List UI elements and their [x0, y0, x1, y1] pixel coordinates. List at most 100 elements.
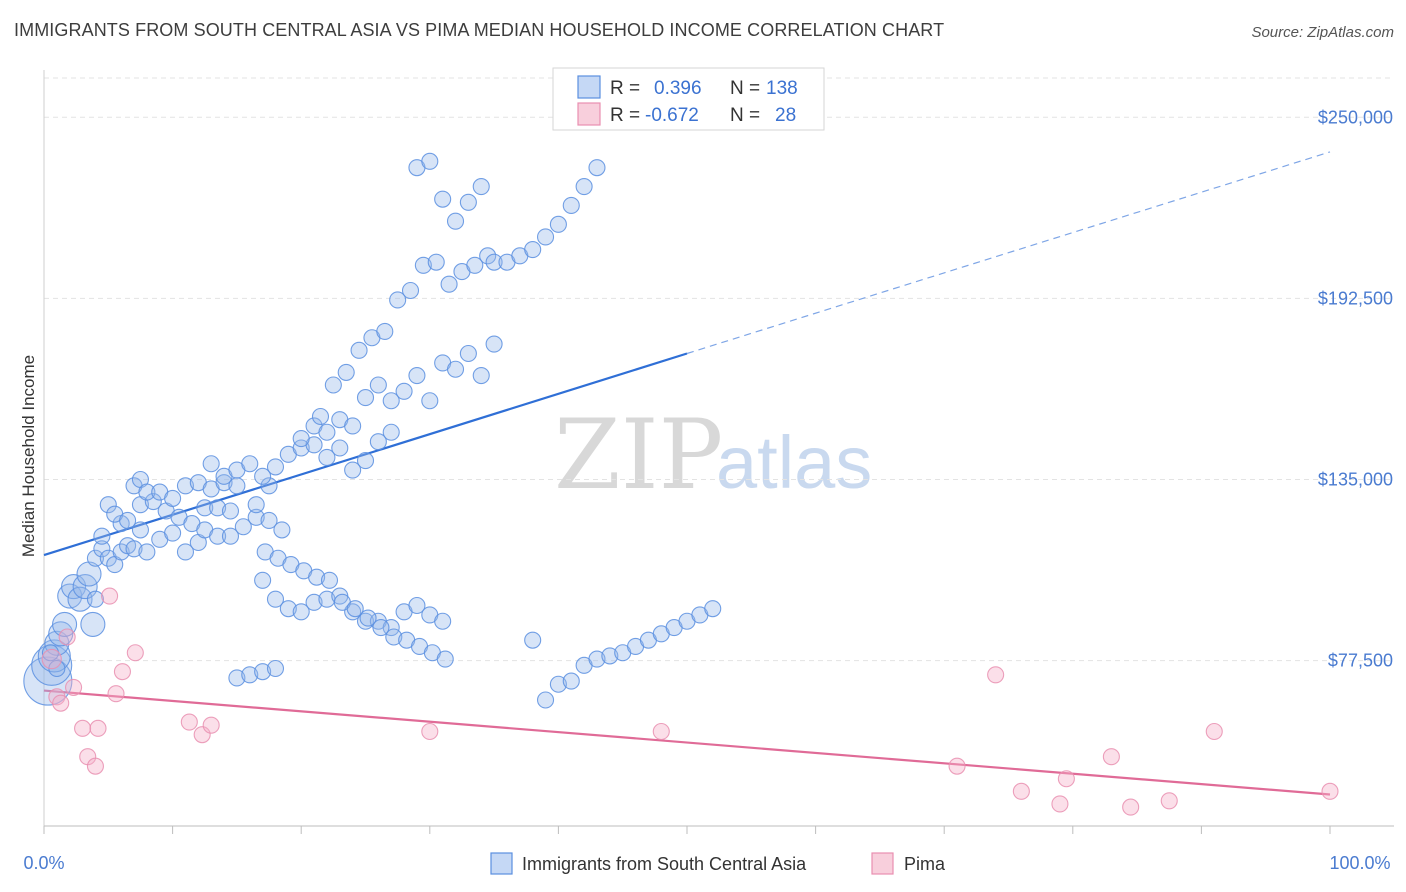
series-label-pima: Pima	[904, 854, 946, 874]
point-immigrants	[356, 389, 375, 407]
trend-lines	[43, 151, 1331, 796]
point-pima	[193, 726, 211, 744]
point-pima	[948, 757, 966, 775]
x-tick-marks	[43, 826, 1331, 834]
point-immigrants	[466, 256, 484, 274]
point-immigrants	[446, 212, 465, 230]
point-immigrants	[382, 392, 400, 410]
point-immigrants	[292, 439, 310, 457]
point-immigrants	[427, 253, 445, 271]
y-tick-label: $250,000	[1318, 107, 1393, 127]
point-immigrants	[260, 477, 278, 495]
point-immigrants	[337, 363, 355, 381]
point-immigrants	[305, 593, 323, 611]
y-tick-label: $192,500	[1318, 288, 1393, 308]
point-pima	[421, 722, 439, 741]
point-immigrants	[472, 178, 490, 196]
point-immigrants	[408, 596, 426, 615]
point-immigrants	[318, 448, 336, 467]
x-tick-label-end: 100.0%	[1329, 853, 1390, 873]
point-immigrants	[704, 600, 722, 618]
point-pima	[1321, 782, 1339, 800]
point-immigrants	[241, 666, 259, 684]
point-immigrants	[80, 611, 106, 637]
point-immigrants	[331, 439, 349, 457]
point-immigrants	[260, 511, 278, 530]
data-points	[23, 152, 1339, 816]
point-immigrants	[356, 452, 375, 470]
point-immigrants	[395, 382, 413, 400]
point-immigrants	[588, 159, 606, 177]
point-pima	[202, 716, 220, 734]
correlation-legend: R = 0.396 N = 138 R = -0.672 N = 28	[552, 67, 825, 131]
chart-title: IMMIGRANTS FROM SOUTH CENTRAL ASIA VS PI…	[14, 20, 945, 40]
point-immigrants	[311, 407, 330, 426]
legend-n-label-1: N =	[730, 78, 760, 99]
x-tick-label-start: 0.0%	[23, 853, 64, 873]
point-pima	[1122, 798, 1140, 816]
point-immigrants	[234, 518, 252, 536]
point-immigrants	[344, 417, 362, 435]
series-swatch-immigrants	[490, 852, 513, 875]
point-immigrants	[562, 196, 580, 214]
legend-n-value-2: 28	[775, 105, 796, 126]
point-immigrants	[485, 253, 503, 271]
legend-n-value-1: 138	[766, 78, 798, 99]
legend-swatch-pink	[577, 102, 601, 126]
series-swatch-pima	[871, 852, 894, 875]
point-immigrants	[549, 215, 567, 233]
point-immigrants	[254, 467, 272, 485]
point-immigrants	[401, 281, 420, 300]
legend-swatch-blue	[577, 75, 601, 99]
point-immigrants	[479, 247, 497, 265]
point-immigrants	[215, 474, 233, 492]
point-immigrants	[318, 423, 336, 441]
point-immigrants	[446, 360, 465, 378]
point-immigrants	[459, 193, 477, 211]
point-immigrants	[176, 543, 195, 561]
point-immigrants	[324, 376, 342, 394]
point-immigrants	[421, 392, 439, 410]
point-immigrants	[434, 612, 452, 630]
point-immigrants	[273, 521, 291, 539]
point-pima	[1160, 792, 1178, 810]
point-immigrants	[52, 611, 78, 637]
point-pima	[1205, 722, 1223, 741]
point-pima	[1012, 782, 1030, 800]
chart-source: Source: ZipAtlas.com	[1251, 24, 1394, 41]
point-immigrants	[369, 433, 387, 451]
point-immigrants	[549, 675, 567, 693]
grid	[44, 77, 1394, 662]
point-immigrants	[112, 543, 130, 561]
point-immigrants	[228, 669, 246, 687]
point-immigrants	[266, 458, 285, 476]
point-pima	[41, 648, 62, 670]
point-pima	[987, 666, 1005, 684]
point-immigrants	[421, 152, 439, 170]
point-pima	[89, 719, 107, 737]
point-immigrants	[221, 502, 240, 520]
point-pima	[58, 628, 76, 646]
point-immigrants	[562, 672, 580, 690]
point-pima	[101, 587, 119, 605]
point-immigrants	[346, 600, 364, 618]
point-immigrants	[86, 590, 104, 608]
point-immigrants	[308, 568, 326, 586]
watermark: ZIP atlas	[554, 399, 872, 511]
watermark-zip: ZIP	[554, 399, 723, 511]
point-immigrants	[536, 228, 555, 246]
point-immigrants	[356, 612, 375, 630]
point-pima	[652, 722, 670, 741]
point-pima	[107, 685, 125, 703]
point-immigrants	[209, 499, 227, 517]
point-immigrants	[241, 455, 259, 473]
watermark-atlas: atlas	[716, 421, 872, 504]
point-immigrants	[382, 423, 400, 441]
point-immigrants	[389, 291, 407, 309]
point-pima	[65, 678, 83, 696]
point-immigrants	[434, 190, 452, 208]
point-immigrants	[350, 341, 368, 359]
point-immigrants	[279, 600, 297, 618]
point-immigrants	[125, 540, 143, 558]
series-label-immigrants: Immigrants from South Central Asia	[522, 854, 807, 874]
